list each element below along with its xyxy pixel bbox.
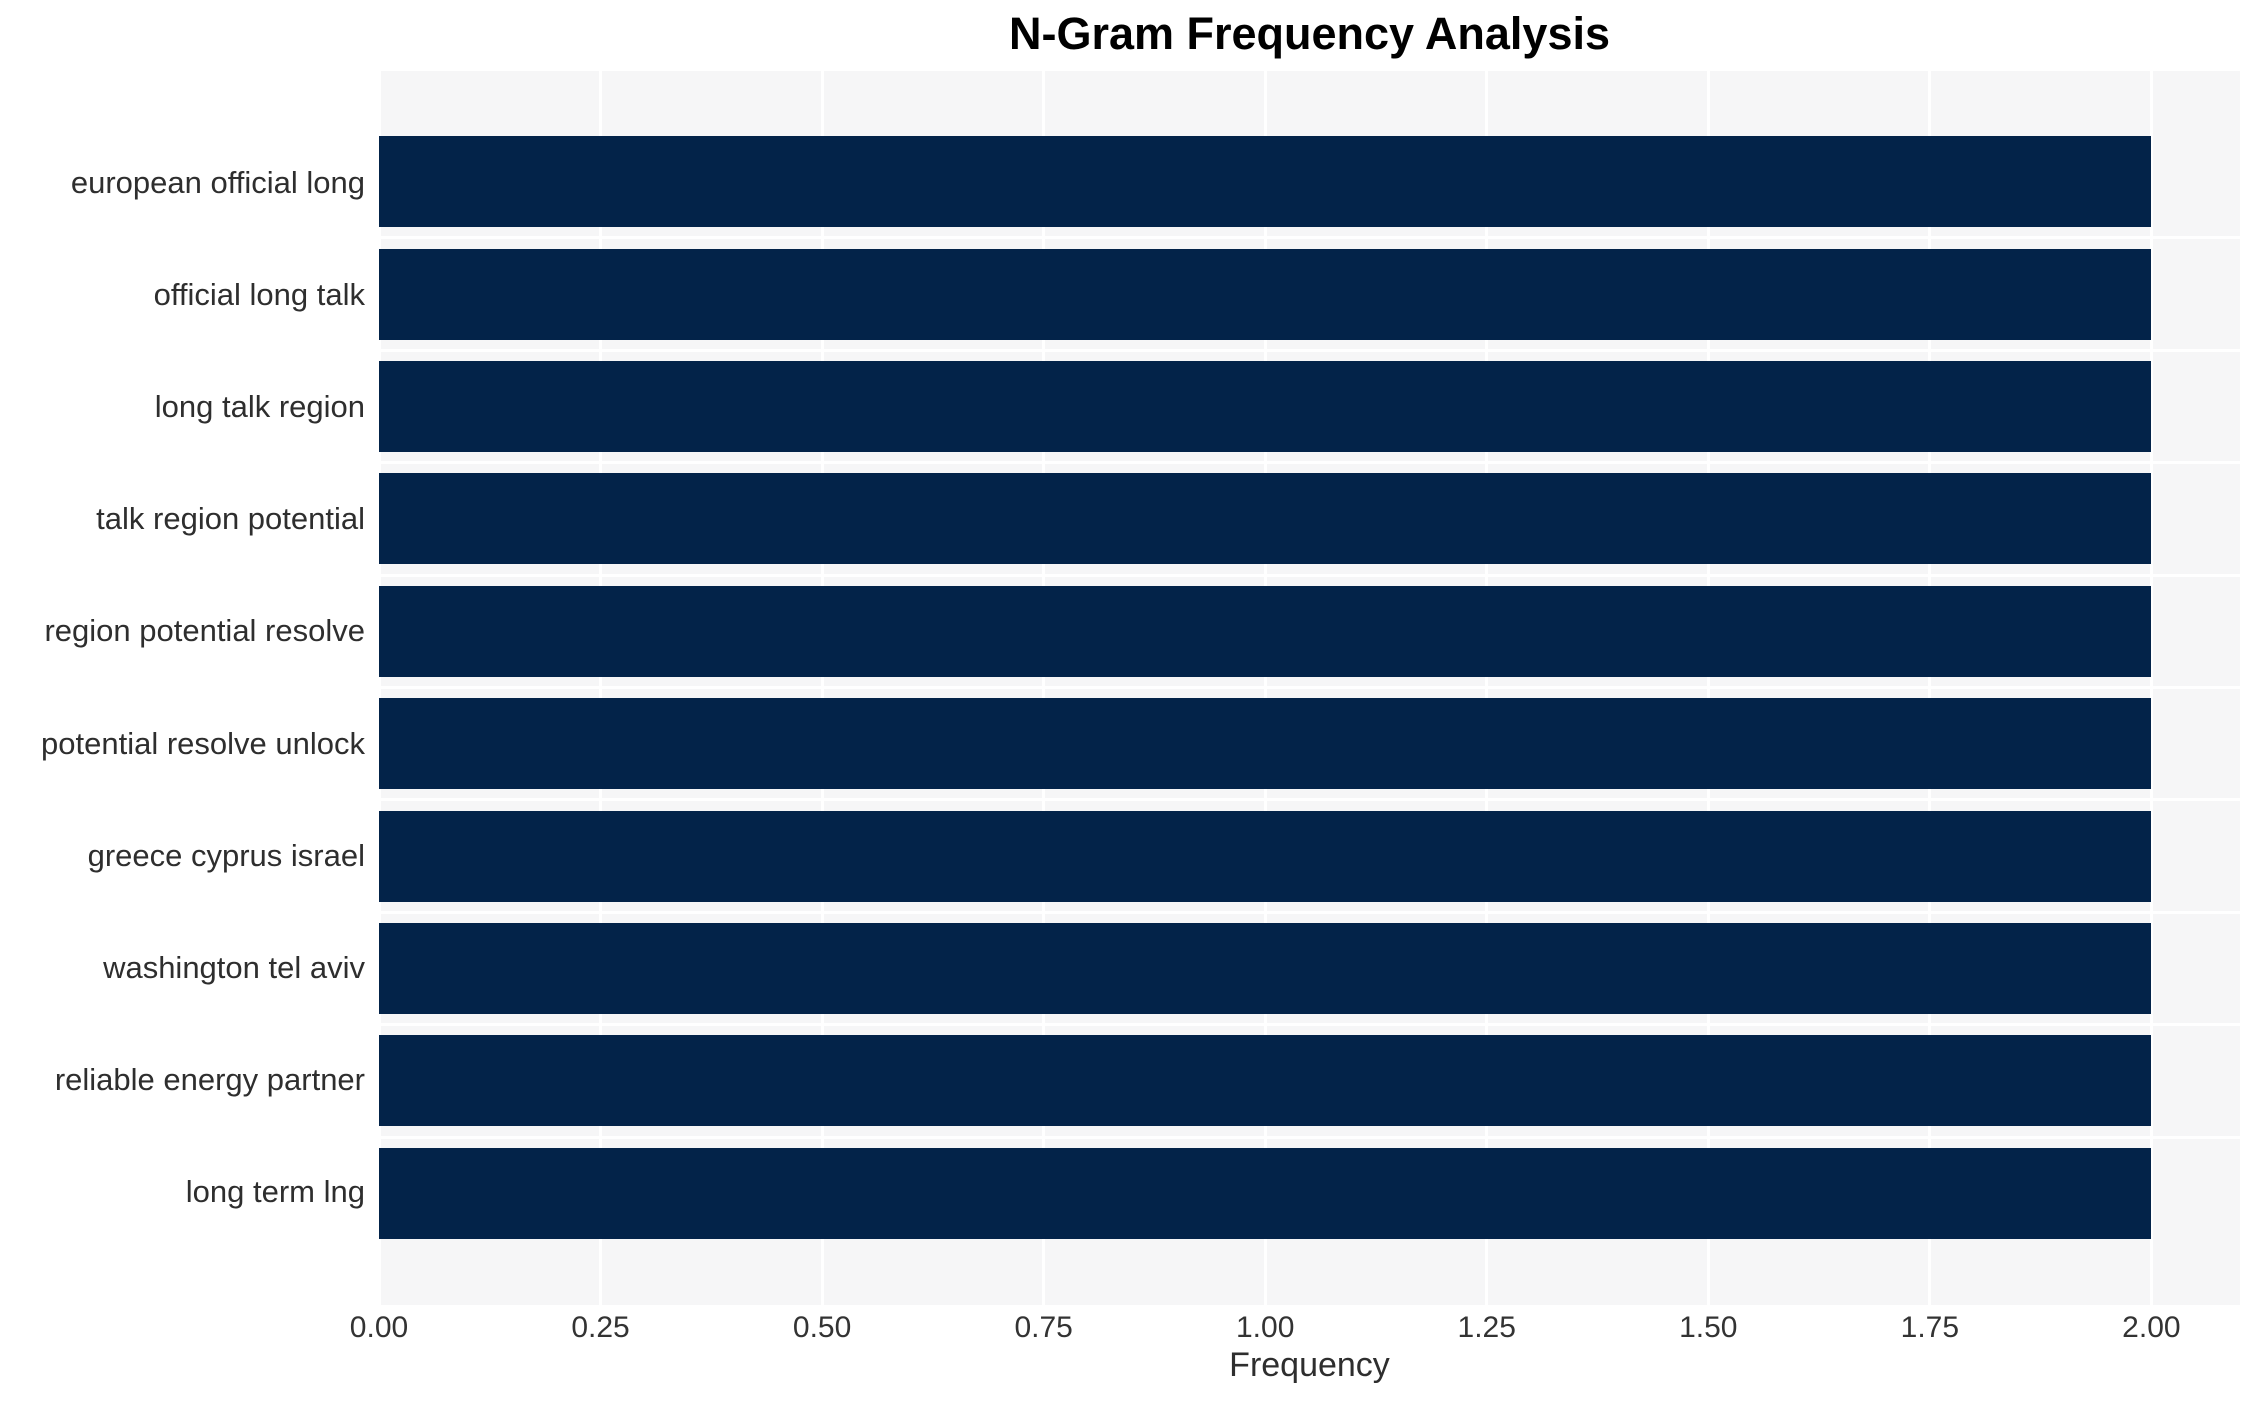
x-tick-label: 0.25 xyxy=(571,1311,630,1344)
bar-row xyxy=(379,573,2240,686)
bar-row xyxy=(379,348,2240,461)
y-tick-label: potential resolve unlock xyxy=(41,725,365,761)
y-tick-label: long term lng xyxy=(185,1173,365,1209)
y-tick-label: washington tel aviv xyxy=(103,949,365,985)
x-axis-title: Frequency xyxy=(1229,1346,1390,1384)
bar-row xyxy=(379,798,2240,910)
bar-region-potential-resolve xyxy=(379,585,2152,677)
x-tick-label: 1.75 xyxy=(1900,1311,1960,1344)
y-tick-label: european official long xyxy=(70,165,365,201)
x-tick-label: 0.75 xyxy=(1014,1311,1073,1344)
x-tick-label: 1.00 xyxy=(1235,1311,1295,1344)
chart-title: N-Gram Frequency Analysis xyxy=(1008,8,1611,59)
x-tick-label: 0.00 xyxy=(349,1311,409,1344)
bar-row xyxy=(379,686,2240,798)
bar-potential-resolve-unlock xyxy=(379,698,2152,790)
y-tick-label: region potential resolve xyxy=(44,613,365,649)
bar-row xyxy=(379,461,2240,573)
bar-row xyxy=(379,1023,2240,1135)
bar-row xyxy=(379,1135,2240,1248)
x-tick-label: 1.50 xyxy=(1679,1311,1738,1344)
bar-greece-cyprus-israel xyxy=(379,810,2152,902)
x-tick-label: 2.00 xyxy=(2122,1311,2181,1344)
x-tick-label: 0.50 xyxy=(792,1311,852,1344)
bar-washington-tel-aviv xyxy=(379,923,2152,1015)
bar-long-term-lng xyxy=(379,1147,2152,1239)
y-tick-label: talk region potential xyxy=(96,501,365,537)
plot-area xyxy=(377,71,2240,1305)
x-axis: 0.00 0.25 0.50 0.75 1.00 1.25 1.50 1.75 2.00 xyxy=(350,1305,2240,1355)
y-axis-category-labels: european official long official long talk… xyxy=(0,71,365,1305)
bar-row xyxy=(379,127,2240,236)
bar-row xyxy=(379,910,2240,1023)
bar-european-official-long xyxy=(379,136,2152,228)
bar-rows xyxy=(379,71,2240,1305)
y-tick-label: official long talk xyxy=(153,277,365,313)
bar-row xyxy=(379,236,2240,348)
y-tick-label: long talk region xyxy=(154,389,365,425)
y-tick-label: reliable energy partner xyxy=(54,1061,365,1097)
bar-official-long-talk xyxy=(379,248,2152,340)
bar-long-talk-region xyxy=(379,361,2152,453)
x-tick-label: 1.25 xyxy=(1457,1311,1516,1344)
bar-reliable-energy-partner xyxy=(379,1035,2152,1127)
bar-talk-region-potential xyxy=(379,473,2152,565)
y-tick-label: greece cyprus israel xyxy=(87,837,365,873)
